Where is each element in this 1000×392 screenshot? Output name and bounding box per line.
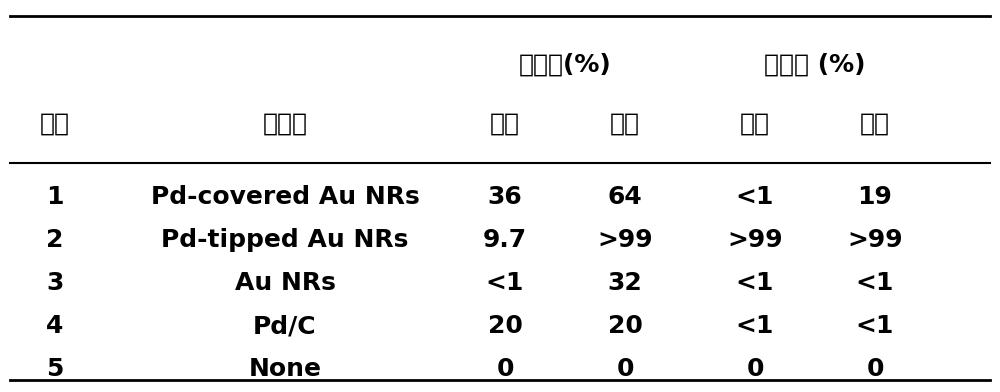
Text: 36: 36 — [488, 185, 522, 209]
Text: 20: 20 — [608, 314, 642, 338]
Text: >99: >99 — [847, 228, 903, 252]
Text: Pd-covered Au NRs: Pd-covered Au NRs — [151, 185, 419, 209]
Text: 32: 32 — [608, 271, 642, 295]
Text: 2: 2 — [46, 228, 64, 252]
Text: 3: 3 — [46, 271, 64, 295]
Text: 20: 20 — [488, 314, 522, 338]
Text: 0: 0 — [616, 357, 634, 381]
Text: >99: >99 — [597, 228, 653, 252]
Text: <1: <1 — [736, 185, 774, 209]
Text: 条目: 条目 — [40, 111, 70, 136]
Text: 19: 19 — [858, 185, 892, 209]
Text: <1: <1 — [856, 271, 894, 295]
Text: Pd-tipped Au NRs: Pd-tipped Au NRs — [161, 228, 409, 252]
Text: 光照: 光照 — [860, 111, 890, 136]
Text: 1: 1 — [46, 185, 64, 209]
Text: 4: 4 — [46, 314, 64, 338]
Text: 64: 64 — [608, 185, 642, 209]
Text: 9.7: 9.7 — [483, 228, 527, 252]
Text: 5: 5 — [46, 357, 64, 381]
Text: Pd/C: Pd/C — [253, 314, 317, 338]
Text: 暗处: 暗处 — [740, 111, 770, 136]
Text: 转化率(%): 转化率(%) — [519, 53, 611, 77]
Text: 0: 0 — [496, 357, 514, 381]
Text: <1: <1 — [736, 271, 774, 295]
Text: >99: >99 — [727, 228, 783, 252]
Text: <1: <1 — [856, 314, 894, 338]
Text: 光照: 光照 — [610, 111, 640, 136]
Text: <1: <1 — [736, 314, 774, 338]
Text: None: None — [248, 357, 322, 381]
Text: 催化剂: 催化剂 — [262, 111, 308, 136]
Text: Au NRs: Au NRs — [235, 271, 335, 295]
Text: <1: <1 — [486, 271, 524, 295]
Text: 0: 0 — [746, 357, 764, 381]
Text: 选择性 (%): 选择性 (%) — [764, 53, 866, 77]
Text: 暗处: 暗处 — [490, 111, 520, 136]
Text: 0: 0 — [866, 357, 884, 381]
